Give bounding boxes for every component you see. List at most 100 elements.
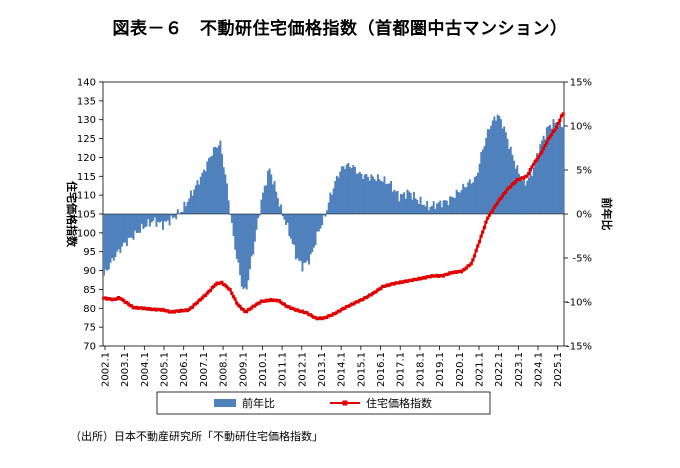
index-marker: [130, 304, 134, 308]
index-marker: [269, 298, 273, 302]
yoy-bar: [122, 214, 125, 243]
yoy-bar: [196, 180, 199, 214]
yoy-bar: [417, 203, 420, 214]
index-marker: [212, 284, 216, 288]
yoy-bar: [491, 120, 494, 214]
yoy-bar: [403, 192, 406, 214]
left-axis-tick-label: 80: [83, 304, 96, 315]
right-axis-tick-label: 15%: [570, 78, 592, 89]
yoy-bar: [524, 185, 527, 214]
yoy-bar: [368, 180, 371, 214]
yoy-bar: [273, 181, 276, 214]
yoy-bar: [139, 214, 142, 233]
yoy-bar: [503, 126, 506, 214]
index-marker: [482, 225, 486, 229]
right-axis-title: 前年比: [600, 198, 614, 231]
index-marker: [505, 187, 509, 191]
index-marker: [543, 143, 547, 147]
index-marker: [515, 178, 519, 182]
yoy-bar: [186, 201, 189, 214]
index-marker: [213, 283, 217, 287]
yoy-bar: [375, 181, 378, 214]
yoy-bar: [449, 196, 452, 214]
yoy-bar: [204, 171, 207, 214]
index-marker: [387, 283, 391, 287]
yoy-bar: [286, 214, 289, 223]
yoy-bar: [158, 214, 161, 223]
yoy-bar: [145, 214, 148, 227]
left-axis-tick-label: 100: [77, 228, 96, 239]
yoy-bar: [480, 151, 483, 214]
index-marker: [561, 112, 565, 116]
x-axis-tick-label: 2018.1: [415, 352, 426, 387]
index-marker: [228, 288, 232, 292]
yoy-bar: [337, 177, 340, 214]
index-marker: [248, 307, 252, 311]
yoy-bar: [135, 214, 138, 234]
index-marker: [167, 310, 171, 314]
index-marker: [190, 305, 194, 309]
yoy-bar: [240, 214, 243, 287]
yoy-bar: [257, 214, 260, 219]
yoy-bar: [539, 144, 542, 214]
yoy-bar: [437, 202, 440, 214]
left-axis-tick-label: 120: [77, 153, 96, 164]
yoy-bar: [550, 128, 553, 214]
yoy-bar: [562, 127, 565, 214]
yoy-bar: [409, 193, 412, 214]
x-axis-tick-label: 2013.1: [317, 352, 328, 387]
index-marker: [110, 298, 114, 302]
yoy-bar: [421, 204, 424, 214]
left-axis-tick-label: 110: [77, 191, 96, 202]
legend-swatch-bar: [214, 399, 236, 407]
yoy-bar: [444, 200, 447, 214]
yoy-bar: [152, 214, 155, 222]
index-marker: [233, 297, 237, 301]
yoy-bar: [555, 122, 558, 214]
yoy-bar: [112, 214, 115, 261]
index-marker: [235, 301, 239, 305]
yoy-bar: [532, 167, 535, 214]
index-marker: [536, 155, 541, 159]
yoy-bar: [347, 162, 350, 214]
index-marker: [513, 180, 518, 184]
yoy-bar: [321, 214, 324, 226]
legend-box: [156, 391, 491, 415]
yoy-bar: [165, 214, 168, 222]
legend-swatch-marker: [342, 400, 348, 406]
yoy-bar: [306, 214, 309, 261]
index-marker: [139, 306, 144, 310]
yoy-bar: [473, 177, 476, 214]
yoy-bar: [490, 125, 493, 214]
x-axis-tick-label: 2003.1: [120, 352, 131, 387]
yoy-bar: [365, 173, 368, 214]
yoy-bar: [271, 184, 274, 214]
index-marker: [395, 281, 399, 285]
index-marker: [294, 308, 298, 312]
yoy-bar: [458, 192, 461, 214]
index-marker: [451, 270, 455, 274]
yoy-bar: [434, 209, 437, 214]
index-marker: [550, 132, 554, 137]
index-marker: [522, 176, 526, 180]
yoy-bar: [516, 165, 519, 214]
x-axis-tick-label: 2015.1: [356, 352, 367, 387]
yoy-bar: [130, 214, 133, 238]
yoy-bar: [477, 172, 479, 214]
yoy-bar: [203, 169, 205, 214]
yoy-bar: [508, 149, 511, 214]
yoy-bar: [163, 214, 166, 222]
yoy-bar: [285, 214, 288, 225]
yoy-bar: [445, 200, 448, 214]
index-marker: [412, 277, 416, 281]
yoy-bar: [408, 191, 411, 214]
yoy-bar: [544, 139, 547, 214]
index-marker: [205, 291, 209, 295]
yoy-bar: [191, 195, 194, 214]
index-marker: [472, 254, 477, 258]
yoy-bar: [198, 184, 201, 214]
index-marker: [176, 309, 180, 313]
index-marker: [318, 316, 322, 320]
yoy-bar: [413, 191, 415, 214]
yoy-bar: [263, 185, 266, 214]
